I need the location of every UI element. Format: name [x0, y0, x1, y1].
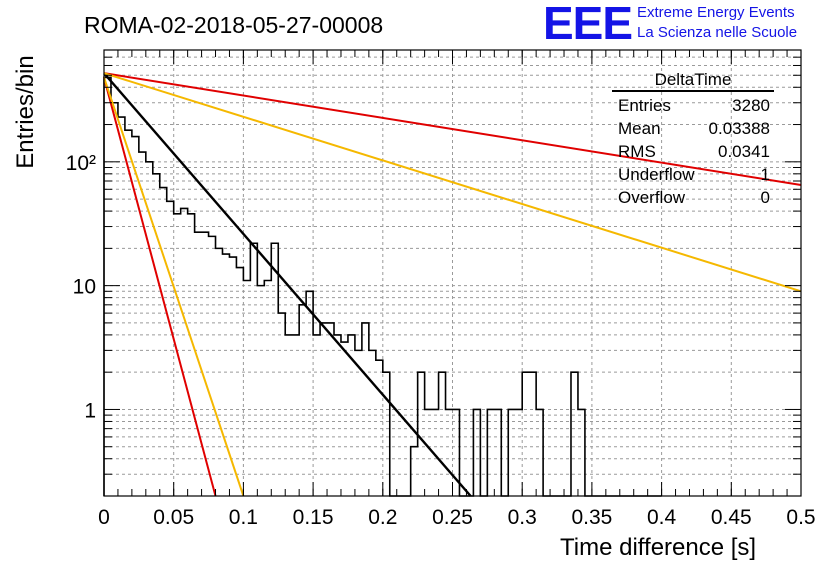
curve-yellow-shallow [103, 72, 802, 293]
histogram-steps [103, 76, 662, 497]
x-tick-label: 0.35 [571, 506, 612, 529]
curve-fit [103, 72, 472, 497]
logo-line-1: Extreme Energy Events [637, 4, 795, 21]
stats-title: DeltaTime [612, 70, 774, 92]
curve-red-shallow [103, 72, 802, 186]
stats-value: 0.0341 [718, 142, 770, 161]
stats-value: 3280 [732, 96, 770, 115]
y-axis-label: Entries/bin [12, 55, 39, 169]
stats-value: 0 [760, 188, 770, 207]
x-tick-label: 0.2 [368, 506, 397, 529]
stats-value: 1 [760, 165, 770, 184]
stats-label: Mean [618, 119, 661, 138]
x-tick-label: 0.1 [229, 506, 258, 529]
x-tick-label: 0 [98, 506, 110, 529]
curve-red-steep [103, 77, 217, 497]
stats-label: Underflow [618, 165, 695, 184]
curve-yellow-steep [103, 77, 245, 497]
eee-logo: EEE [543, 0, 633, 49]
x-tick-label: 0.15 [293, 506, 334, 529]
stats-label: Overflow [618, 188, 686, 207]
stats-label: RMS [618, 142, 656, 161]
stats-row-rms: RMS 0.0341 [612, 140, 774, 163]
stats-label: Entries [618, 96, 671, 115]
x-tick-label: 0.5 [786, 506, 815, 529]
x-tick-label: 0.25 [432, 506, 473, 529]
stats-row-mean: Mean 0.03388 [612, 117, 774, 140]
stats-box: DeltaTime Entries 3280 Mean 0.03388 RMS … [612, 70, 774, 209]
stats-value: 0.03388 [708, 119, 770, 138]
logo-line-2: La Scienza nelle Scuole [637, 24, 798, 41]
x-tick-label: 0.05 [153, 506, 194, 529]
stats-row-underflow: Underflow 1 [612, 163, 774, 186]
x-tick-label: 0.45 [711, 506, 752, 529]
x-tick-label: 0.3 [508, 506, 537, 529]
x-axis-label: Time difference [s] [560, 534, 757, 561]
y-tick-label: 10 [73, 276, 96, 299]
y-tick-label: 1 [84, 399, 96, 422]
plot-title: ROMA-02-2018-05-27-00008 [84, 12, 384, 38]
stats-row-overflow: Overflow 0 [612, 186, 774, 209]
y-tick-label: 10² [66, 152, 96, 175]
stats-row-entries: Entries 3280 [612, 94, 774, 117]
x-tick-label: 0.4 [647, 506, 677, 529]
